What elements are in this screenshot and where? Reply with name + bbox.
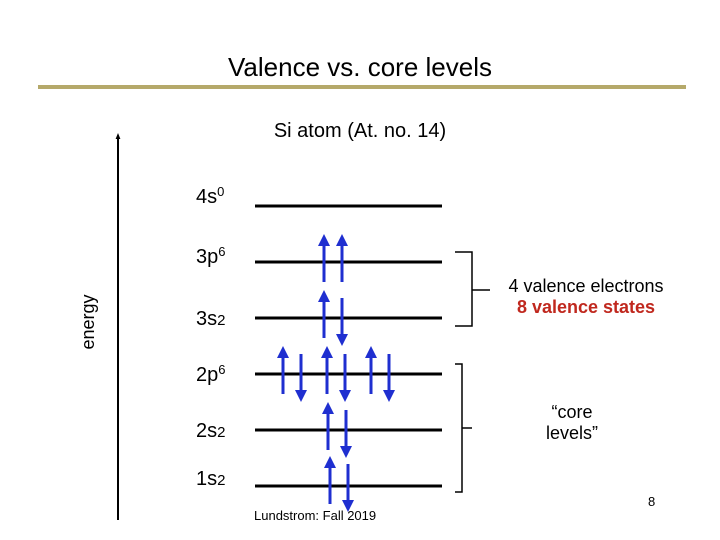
level-label-2s: 2s2 bbox=[196, 420, 226, 442]
valence-states-text: 8 valence states bbox=[516, 297, 656, 317]
core-note: “core levels” bbox=[530, 402, 614, 444]
footer: Lundstrom: Fall 2019 bbox=[254, 508, 377, 523]
page-number: 8 bbox=[648, 494, 656, 509]
valence-electrons-text: 4 valence electrons bbox=[508, 276, 664, 296]
core-note-line2: levels” bbox=[545, 423, 598, 443]
slide-title: Valence vs. core levels bbox=[228, 52, 492, 82]
level-label-2p: 2p6 bbox=[196, 362, 226, 386]
subtitle: Si atom (At. no. 14) bbox=[273, 120, 447, 142]
core-note-line1: “core bbox=[551, 402, 593, 422]
level-label-1s: 1s2 bbox=[196, 468, 226, 490]
level-label-3s: 3s2 bbox=[196, 308, 226, 330]
valence-bracket bbox=[455, 251, 473, 327]
level-label-3p: 3p6 bbox=[196, 244, 226, 268]
valence-note: 4 valence electrons 8 valence states bbox=[488, 276, 684, 318]
level-label-4s: 4s0 bbox=[196, 184, 225, 208]
title-rule bbox=[38, 85, 686, 89]
core-bracket bbox=[455, 363, 463, 493]
